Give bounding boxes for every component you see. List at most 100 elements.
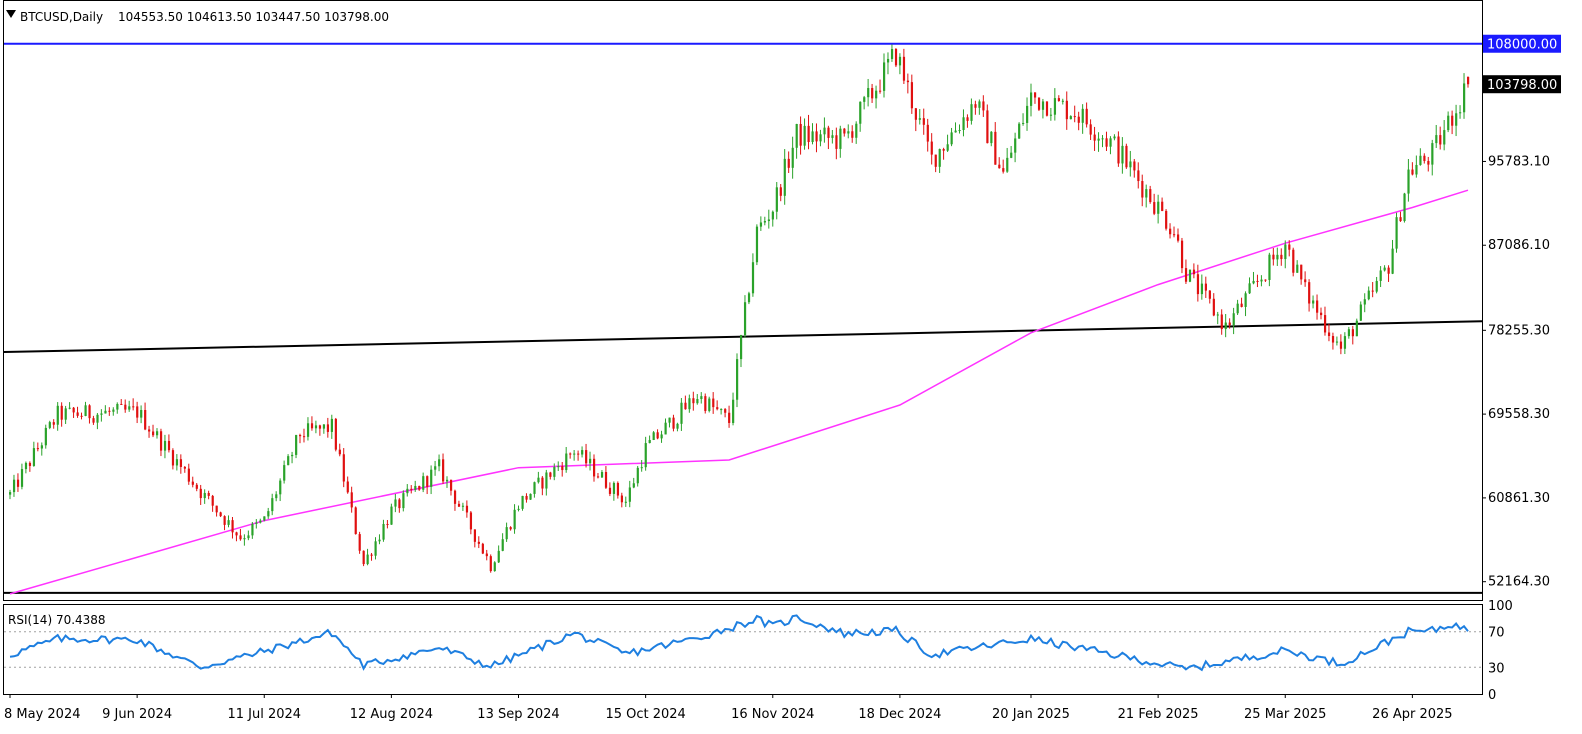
main-plot-frame (3, 0, 1483, 601)
candle-body (1419, 155, 1422, 165)
candle (275, 491, 278, 502)
candle (1053, 88, 1057, 121)
candle (28, 461, 32, 472)
candle (155, 428, 159, 439)
candle (402, 490, 405, 512)
candle-body (910, 82, 914, 109)
candle (382, 519, 385, 542)
candle-body (1097, 138, 1100, 141)
candle (1403, 192, 1406, 223)
candle-body (1415, 164, 1418, 175)
candle-body (720, 409, 723, 411)
candle (883, 53, 886, 98)
candle-body (271, 498, 274, 512)
candle-body (1327, 332, 1331, 337)
candle-body (52, 422, 55, 425)
candle (525, 493, 528, 503)
candle (529, 493, 532, 500)
candle-body (990, 131, 993, 144)
candle (1192, 263, 1196, 279)
candle-body (414, 485, 417, 490)
candle (485, 549, 488, 561)
candle (279, 478, 282, 502)
candle (513, 504, 516, 534)
candle-body (108, 410, 111, 412)
candle-body (886, 58, 890, 63)
candle-body (545, 472, 548, 489)
date-tick-label: 20 Jan 2025 (992, 707, 1070, 722)
candle (1276, 247, 1279, 266)
candle-body (656, 432, 659, 439)
candle-body (1447, 115, 1450, 131)
candle (267, 507, 270, 519)
candle-body (1292, 249, 1295, 273)
candle (1371, 282, 1374, 298)
candle-body (322, 424, 326, 429)
moving-average (9, 189, 1469, 595)
candle-body (843, 128, 846, 134)
candle-body (978, 101, 981, 108)
candle (469, 510, 473, 535)
candle (116, 402, 119, 414)
candle (521, 495, 524, 511)
candle (505, 522, 508, 542)
candle-body (1355, 320, 1358, 337)
candle-body (140, 410, 143, 418)
candle-body (223, 516, 226, 525)
candle (1121, 137, 1124, 174)
candle-body (1153, 202, 1156, 214)
candle (1176, 228, 1180, 243)
candle (314, 420, 318, 434)
candle (148, 425, 151, 438)
candle-body (295, 435, 298, 455)
candle-body (1204, 283, 1207, 291)
candle (1439, 126, 1442, 150)
candle (36, 442, 40, 452)
candle-body (1359, 304, 1362, 321)
candle-body (739, 335, 743, 360)
rsi-tick-label: 0 (1488, 688, 1496, 703)
candle (1339, 334, 1343, 355)
candle (879, 79, 882, 94)
candle (60, 402, 63, 427)
candle (187, 463, 190, 485)
candle-body (573, 453, 576, 455)
candle-body (839, 128, 842, 149)
trendline[interactable] (3, 320, 1483, 354)
candle (64, 405, 67, 424)
candle (259, 518, 262, 524)
candle (986, 104, 989, 144)
candle-body (1387, 267, 1390, 274)
candle-body (390, 506, 393, 525)
candle-body (954, 130, 957, 133)
candle-body (1347, 329, 1351, 337)
candle (692, 391, 695, 411)
candle (700, 392, 703, 404)
date-tick-label: 18 Dec 2024 (858, 707, 941, 722)
candle (795, 123, 798, 159)
candle (1037, 97, 1041, 112)
candle (1073, 105, 1076, 123)
candle-body (1375, 280, 1378, 292)
candle-body (203, 492, 206, 499)
candle (52, 419, 55, 429)
candle (1216, 311, 1219, 325)
candle (612, 481, 616, 501)
candle-body (219, 512, 222, 517)
candle (950, 127, 953, 147)
candle (370, 552, 373, 561)
candle (589, 451, 592, 471)
candle (549, 471, 552, 480)
candle (108, 407, 111, 416)
collapse-triangle-icon[interactable] (6, 10, 16, 18)
candle-body (561, 466, 564, 471)
candle-body (569, 453, 572, 455)
candle-body (1216, 314, 1219, 316)
candle (438, 454, 441, 472)
candle (1320, 307, 1323, 320)
candle-body (648, 439, 651, 444)
candle-body (386, 523, 389, 525)
candle-body (116, 403, 119, 410)
candle (1260, 275, 1263, 287)
candle-body (1165, 210, 1168, 229)
